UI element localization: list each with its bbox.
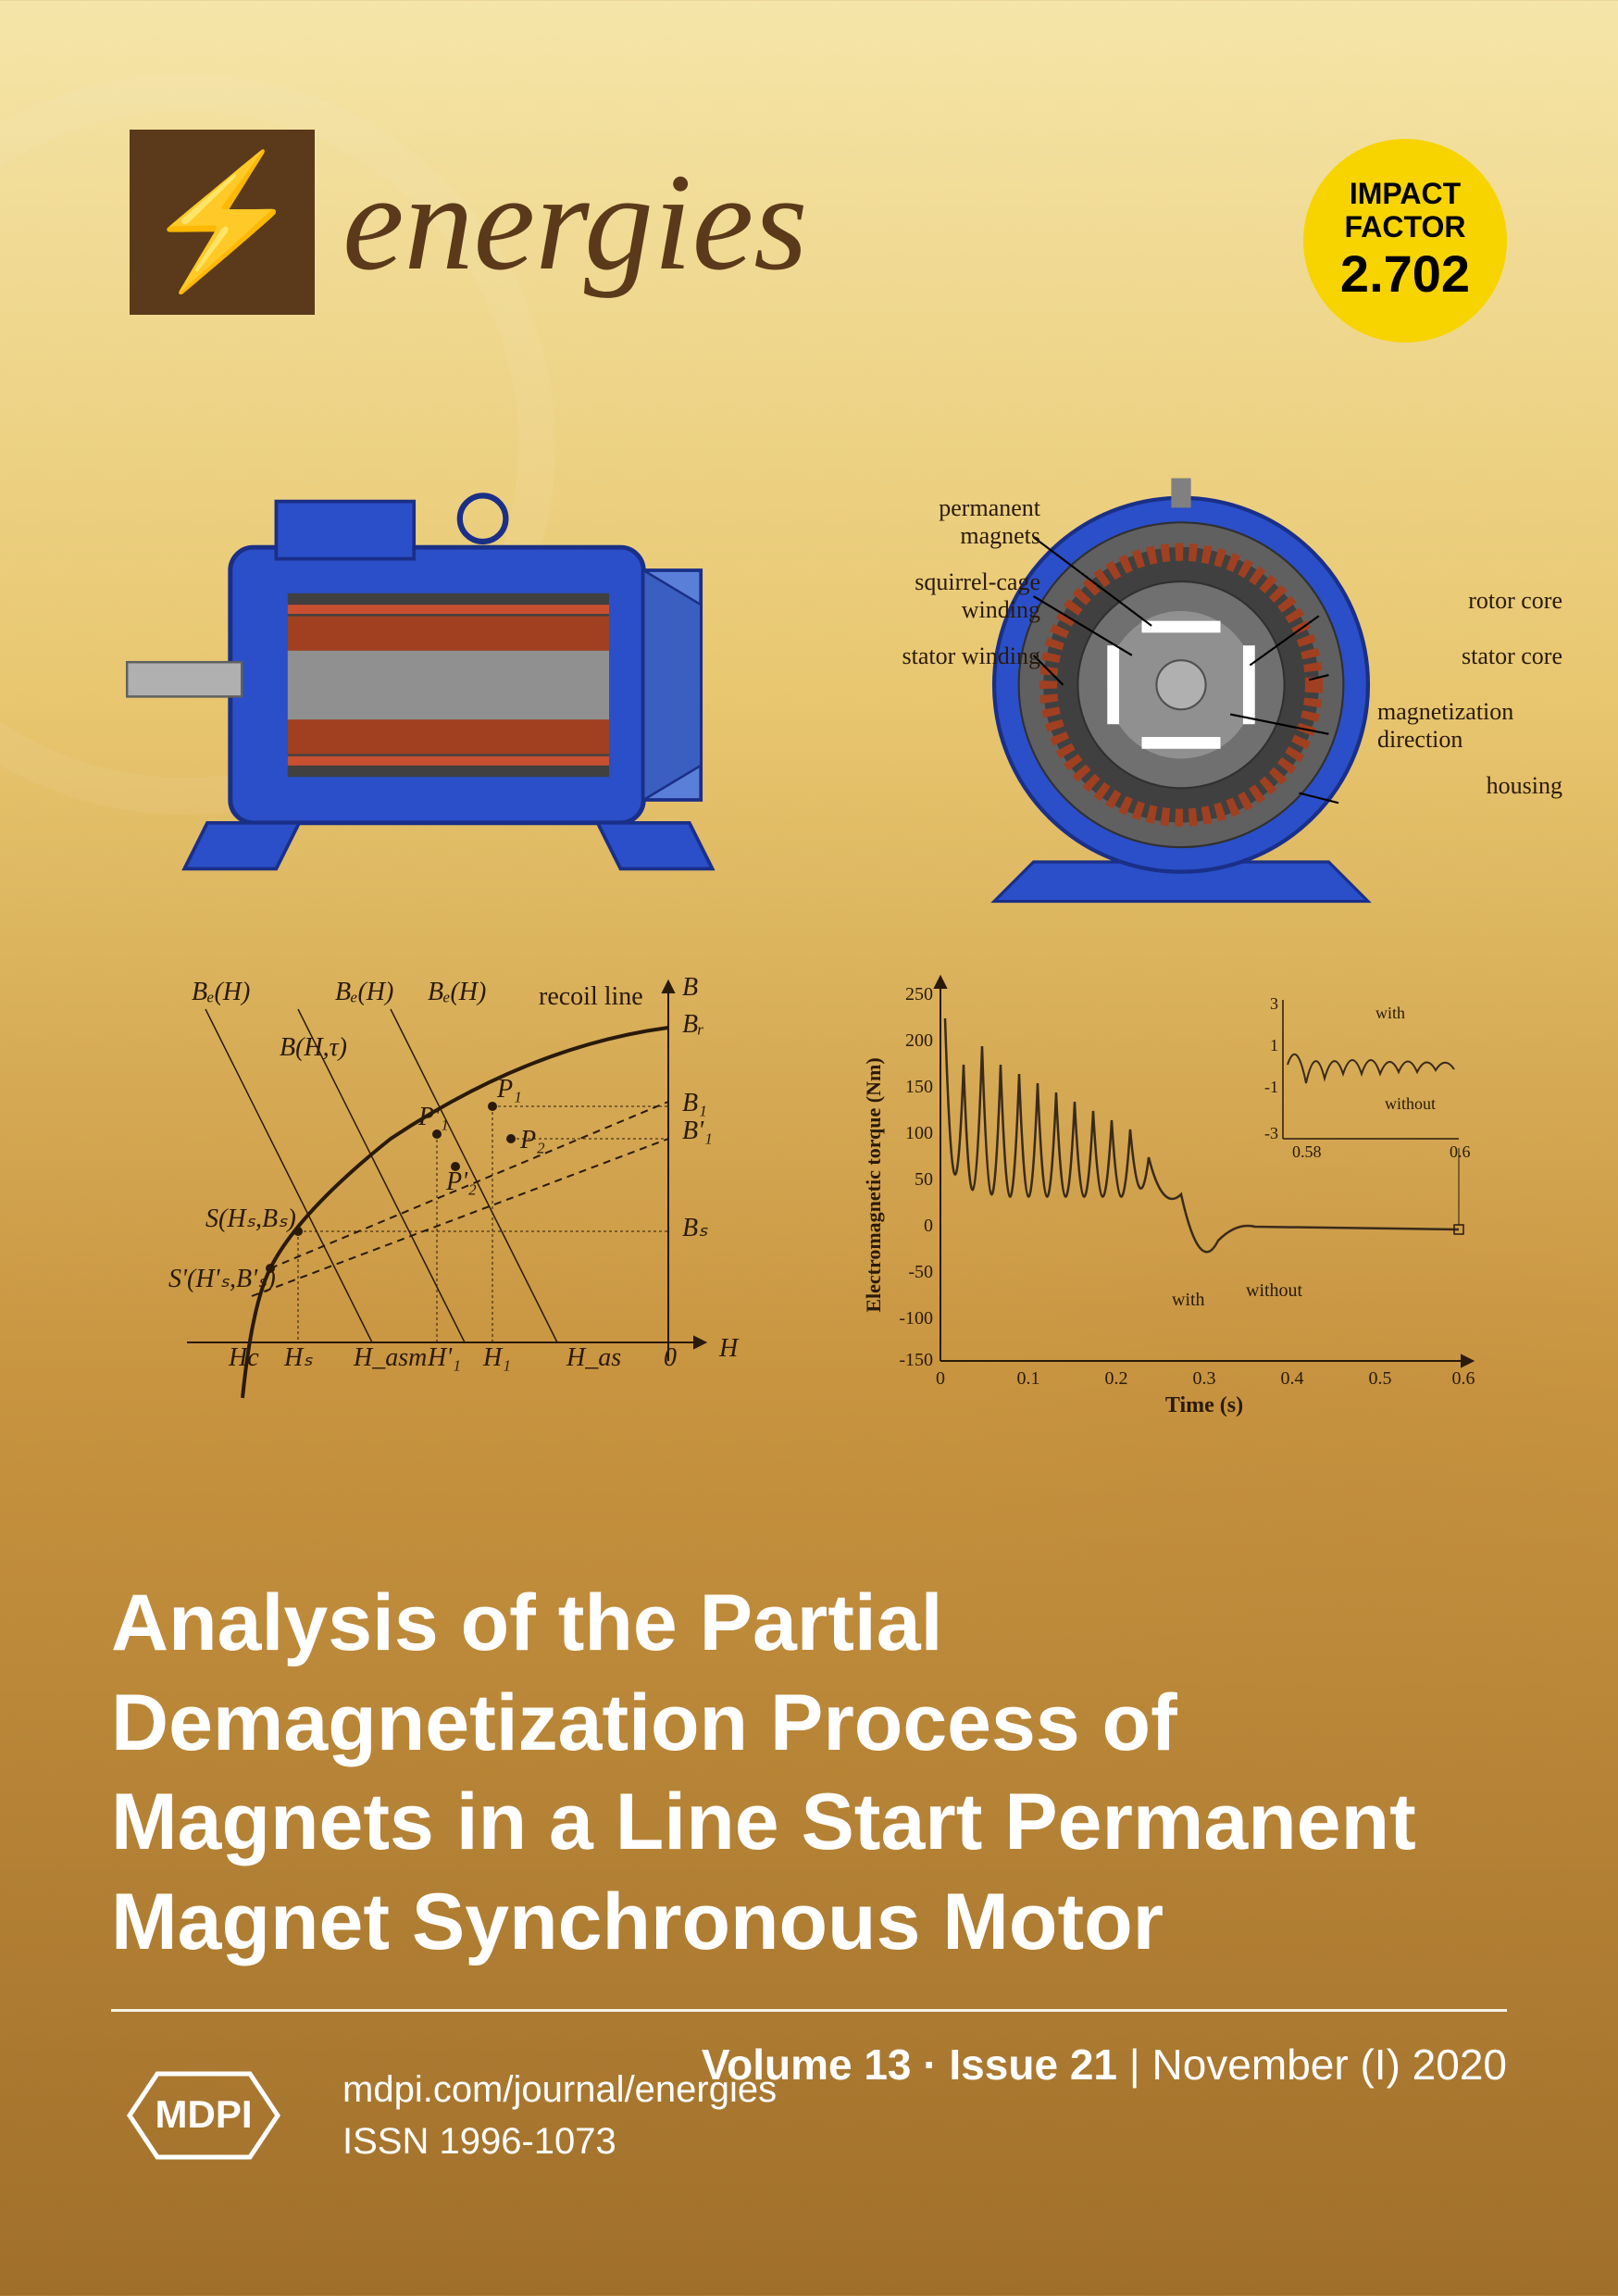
label-magnetization: magnetization direction [1377,698,1562,754]
svg-text:Bₑ(H): Bₑ(H) [335,978,393,1006]
motor-side-view [93,455,781,915]
torque-svg: 250 200 150 100 50 0 -50 -100 -150 0 0.1… [837,954,1525,1416]
svg-text:-50: -50 [908,1262,933,1282]
title-divider [111,2009,1507,2012]
footer-text: mdpi.com/journal/energies ISSN 1996-1073 [342,2064,777,2167]
svg-text:Bₑ(H): Bₑ(H) [192,978,250,1006]
svg-text:without: without [1385,1094,1436,1113]
svg-text:recoil line: recoil line [539,982,643,1011]
mdpi-logo: MDPI [111,2055,296,2176]
bar-sep: | [1117,2040,1152,2089]
charts-row: B H Bᵣ B₁ B'₁ Bₛ Bₑ(H) Bₑ(H) Bₑ(H) recoi… [93,954,1525,1416]
svg-text:without: without [1246,1280,1303,1301]
title-block: Analysis of the Partial Demagnetization … [111,1574,1507,2090]
issue-text: Issue 21 [949,2040,1117,2089]
label-housing: housing [1487,772,1562,800]
svg-text:100: 100 [905,1123,933,1143]
motor-cutaway-svg [93,455,781,915]
svg-text:0.6: 0.6 [1452,1368,1475,1389]
svg-text:Hₛ: Hₛ [283,1343,313,1372]
motor-callouts: permanent magnets squirrel-cage winding … [837,439,1525,930]
journal-name: energies [342,143,808,302]
svg-text:0: 0 [664,1343,677,1372]
svg-text:0.6: 0.6 [1450,1142,1471,1161]
svg-text:B'₁: B'₁ [682,1117,713,1145]
svg-text:-3: -3 [1264,1124,1278,1142]
svg-text:P₂: P₂ [519,1126,545,1154]
motor-illustrations: permanent magnets squirrel-cage winding … [93,444,1525,926]
date-text: November (I) 2020 [1152,2040,1508,2089]
svg-text:P'₂: P'₂ [445,1167,477,1196]
impact-label-1: IMPACT [1350,178,1461,210]
svg-text:0.4: 0.4 [1281,1368,1304,1389]
svg-text:S(Hₛ,Bₛ): S(Hₛ,Bₛ) [205,1204,296,1233]
motor-front-view: permanent magnets squirrel-cage winding … [837,439,1525,930]
svg-text:Time (s): Time (s) [1165,1393,1243,1416]
figure-block: permanent magnets squirrel-cage winding … [93,444,1525,1416]
label-stator-winding: stator winding [855,643,1040,670]
svg-text:Electromagnetic torque (Nm): Electromagnetic torque (Nm) [862,1057,885,1312]
svg-text:200: 200 [905,1030,933,1051]
label-rotor-core: rotor core [1468,587,1562,615]
svg-text:0.58: 0.58 [1292,1142,1322,1161]
svg-text:1: 1 [1270,1036,1278,1054]
footer-issn: ISSN 1996-1073 [342,2115,777,2167]
svg-text:H: H [718,1334,740,1363]
label-permanent-magnets: permanent magnets [855,494,1040,550]
article-title: Analysis of the Partial Demagnetization … [111,1574,1507,1972]
svg-text:0: 0 [924,1216,933,1236]
label-stator-core: stator core [1462,643,1562,670]
svg-text:Hc: Hc [228,1343,259,1372]
svg-text:Bᵣ: Bᵣ [682,1010,704,1039]
svg-text:with: with [1375,1004,1405,1022]
footer-url: mdpi.com/journal/energies [342,2064,777,2115]
svg-text:3: 3 [1270,994,1278,1013]
separator: · [912,2040,950,2089]
svg-text:250: 250 [905,984,933,1004]
journal-header: ⚡ energies [130,130,808,315]
svg-text:-1: -1 [1264,1078,1278,1096]
svg-text:0.1: 0.1 [1017,1368,1040,1389]
svg-text:Bₛ: Bₛ [682,1214,708,1242]
svg-text:B₁: B₁ [682,1089,707,1117]
svg-text:-150: -150 [899,1350,933,1370]
svg-text:H₁: H₁ [482,1343,511,1372]
svg-text:-100: -100 [899,1308,933,1329]
svg-text:P₁: P₁ [496,1075,522,1104]
svg-text:150: 150 [905,1077,933,1097]
label-squirrel-cage: squirrel-cage winding [855,568,1040,624]
impact-factor-badge: IMPACT FACTOR 2.702 [1303,139,1507,343]
bh-curve-svg: B H Bᵣ B₁ B'₁ Bₛ Bₑ(H) Bₑ(H) Bₑ(H) recoi… [93,954,781,1416]
svg-text:H_asm: H_asm [353,1343,427,1372]
svg-text:0.3: 0.3 [1193,1368,1216,1389]
svg-text:MDPI: MDPI [156,2092,253,2136]
footer: MDPI mdpi.com/journal/energies ISSN 1996… [111,2055,777,2176]
impact-value: 2.702 [1340,243,1470,304]
journal-logo-box: ⚡ [130,130,315,315]
svg-text:B: B [682,973,698,1002]
svg-text:50: 50 [915,1169,933,1190]
svg-text:B(H,τ): B(H,τ) [280,1033,347,1062]
mdpi-hexagon-icon: MDPI [111,2055,296,2176]
svg-text:0.2: 0.2 [1105,1368,1128,1389]
impact-label-2: FACTOR [1345,211,1466,243]
svg-text:with: with [1172,1290,1205,1310]
svg-text:H_as: H_as [566,1343,621,1372]
bh-curve-chart: B H Bᵣ B₁ B'₁ Bₛ Bₑ(H) Bₑ(H) Bₑ(H) recoi… [93,954,781,1416]
svg-text:Bₑ(H): Bₑ(H) [428,978,486,1006]
lightning-icon: ⚡ [142,146,303,298]
svg-text:P'₁: P'₁ [417,1103,449,1131]
torque-time-chart: 250 200 150 100 50 0 -50 -100 -150 0 0.1… [837,954,1525,1416]
svg-text:H'₁: H'₁ [427,1343,461,1372]
svg-text:0: 0 [936,1368,945,1389]
svg-text:0.5: 0.5 [1369,1368,1392,1389]
svg-text:S'(H'ₛ,B'ₛ): S'(H'ₛ,B'ₛ) [168,1265,276,1293]
